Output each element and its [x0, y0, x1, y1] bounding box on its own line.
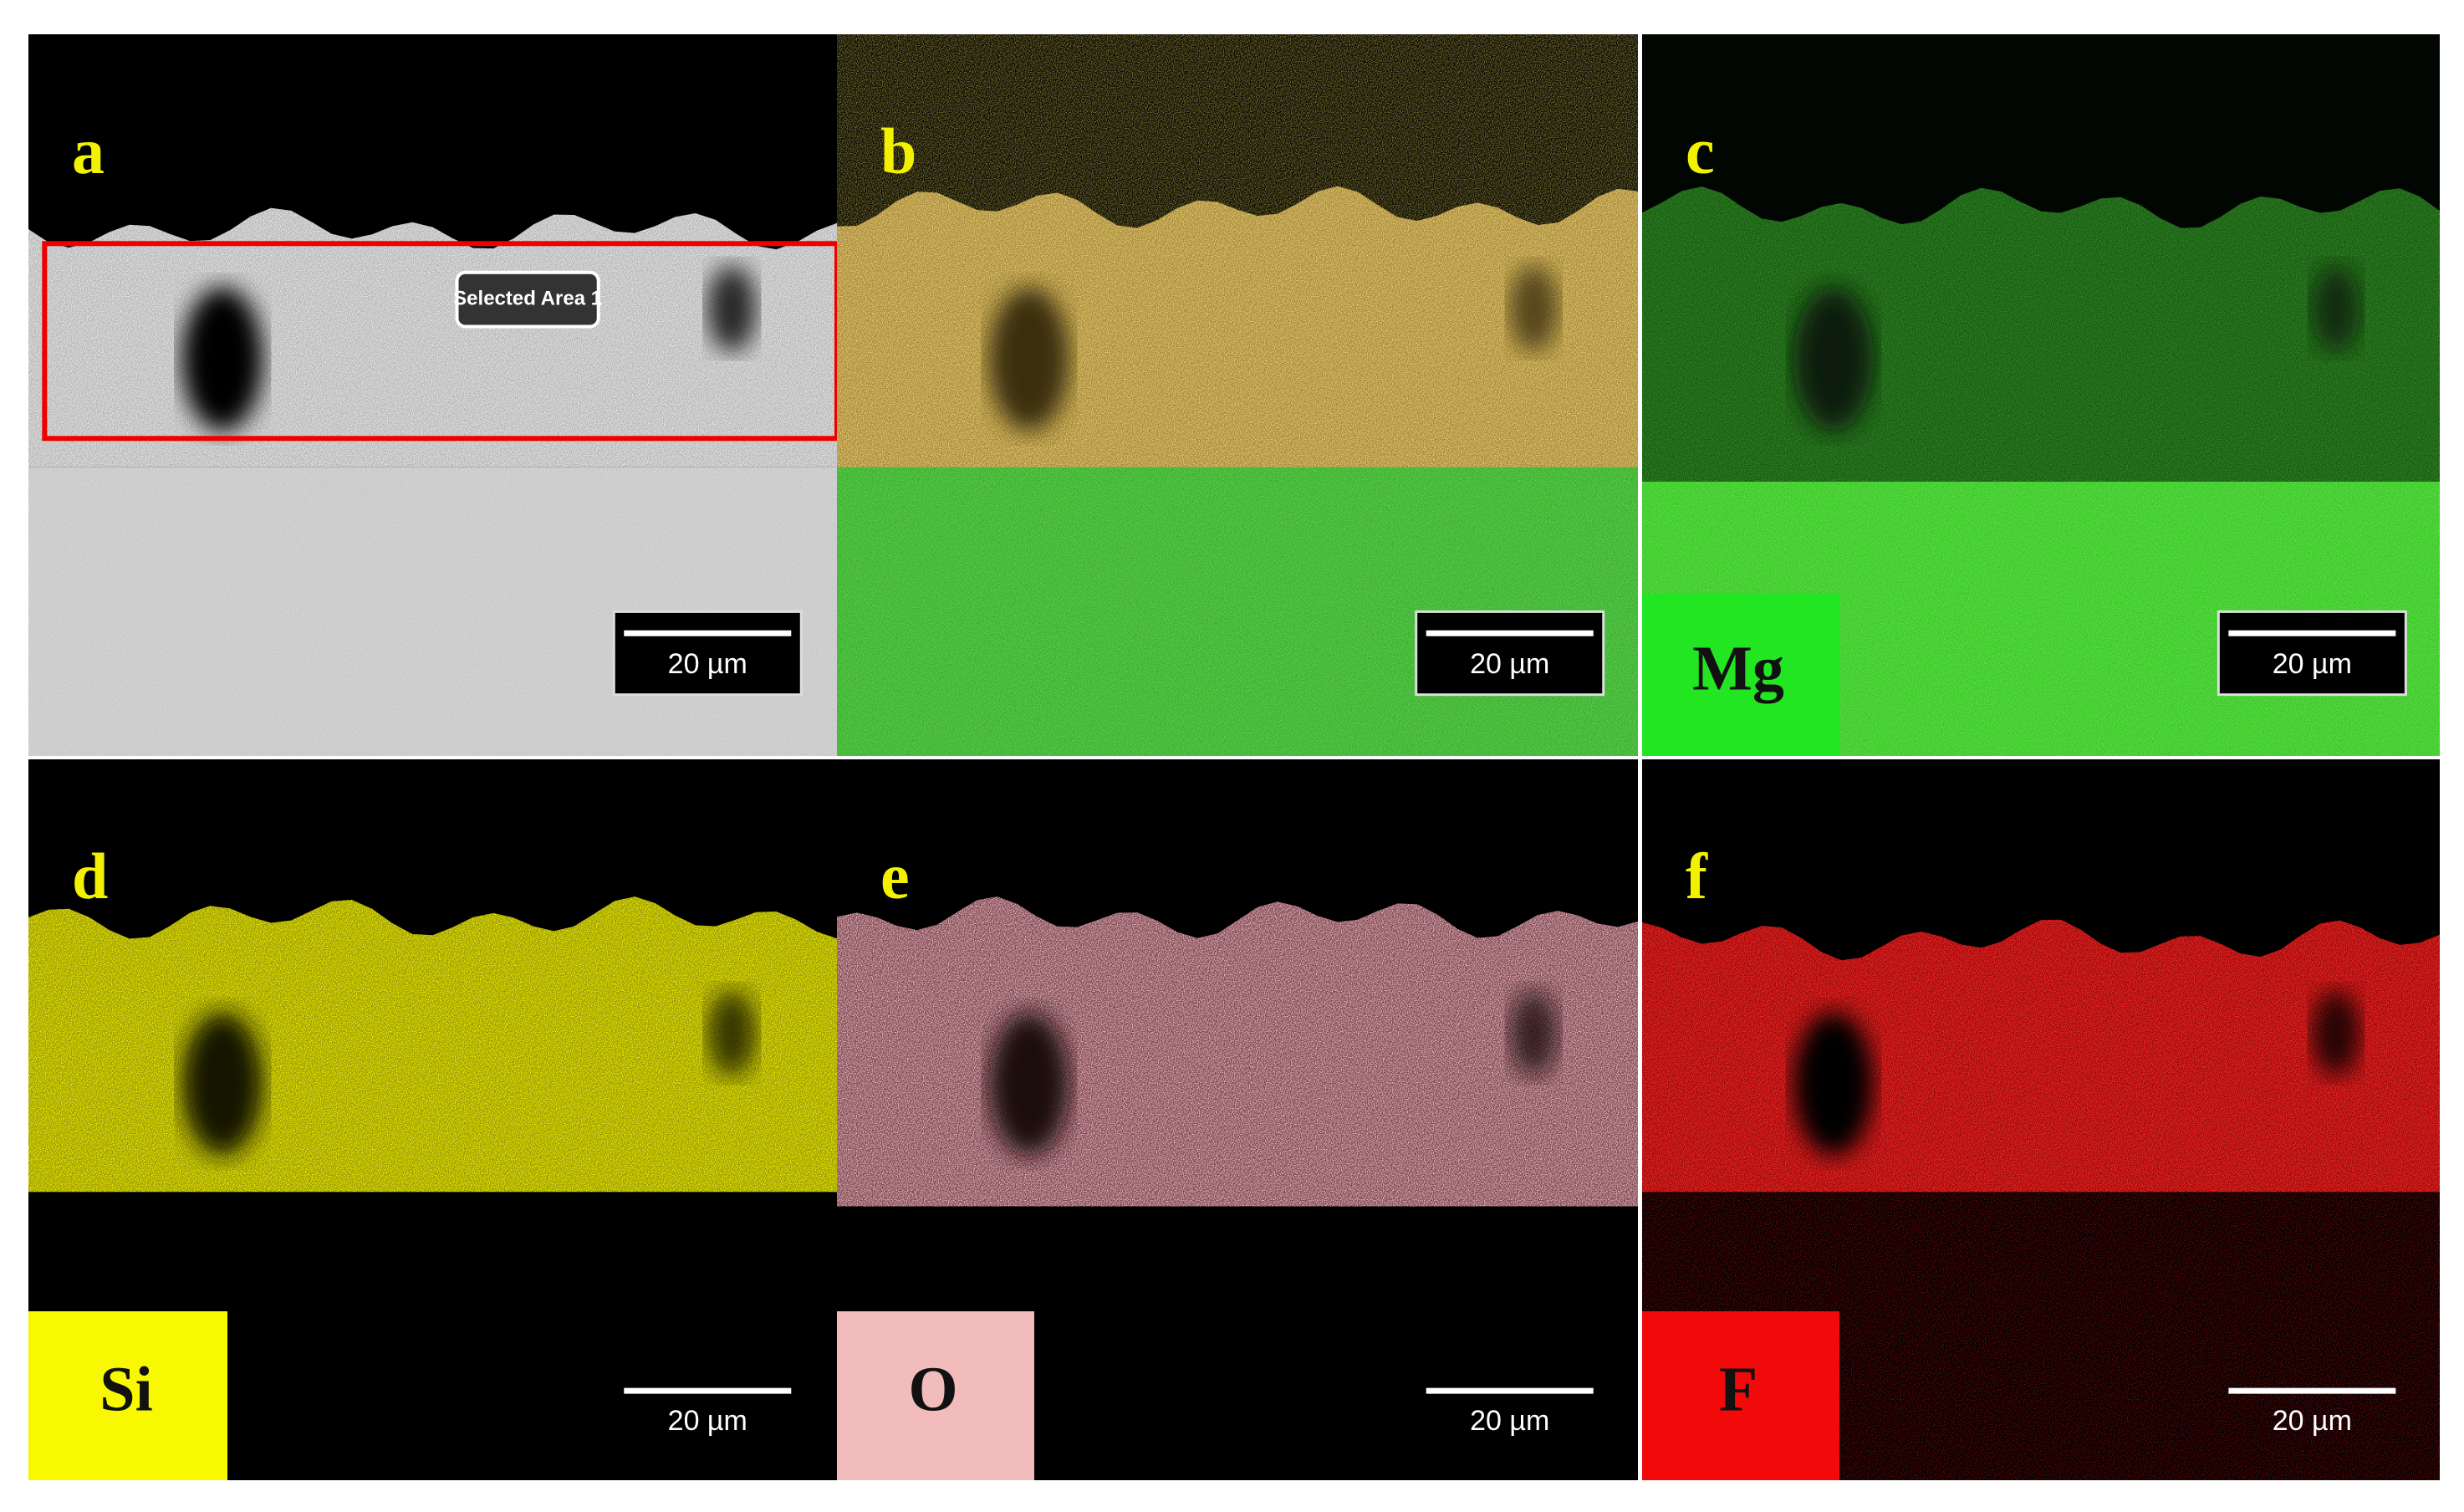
scale-box: [1415, 610, 1605, 697]
scale-text: 20 µm: [668, 648, 747, 680]
panel-label: a: [72, 115, 105, 187]
scale-box: [612, 610, 803, 697]
pore: [1509, 265, 1558, 352]
pore: [2312, 989, 2360, 1077]
panel: e O 20 µm: [837, 759, 1638, 1480]
element-label: Si: [99, 1354, 152, 1424]
pore: [989, 287, 1069, 432]
panel-label: b: [880, 115, 916, 187]
element-label: Mg: [1692, 633, 1784, 703]
scale-text: 20 µm: [668, 1405, 747, 1437]
pore: [1509, 989, 1558, 1077]
scale-text: 20 µm: [2273, 1405, 2352, 1437]
pore: [181, 287, 263, 432]
panel-label: f: [1686, 840, 1708, 912]
element-label: O: [908, 1354, 957, 1424]
panel: c Mg 20 µm: [1642, 34, 2440, 756]
annotation: Selected Area 1: [453, 287, 602, 309]
element-box: [28, 1311, 227, 1480]
annotation-box: [455, 270, 600, 329]
panel-label: e: [880, 840, 910, 912]
scale-text: 20 µm: [1470, 1405, 1549, 1437]
panel-label: d: [72, 840, 108, 912]
scale-box: [2217, 610, 2407, 697]
element-box: [1642, 594, 1839, 756]
panel: f F 20 µm: [1642, 759, 2440, 1480]
pore: [181, 1011, 263, 1157]
panel: d Si 20 µm: [28, 759, 837, 1480]
panel-label: c: [1686, 115, 1715, 187]
element-label: F: [1719, 1354, 1757, 1424]
pore: [1793, 1011, 1874, 1157]
scale-text: 20 µm: [1470, 648, 1549, 680]
panel: Selected Area 1 a 20 µm: [28, 34, 837, 756]
pore: [1793, 287, 1874, 432]
pore: [707, 989, 757, 1077]
scale-text: 20 µm: [2273, 648, 2352, 680]
panel: b 20 µm: [837, 34, 1638, 756]
element-box: [1642, 1311, 1839, 1480]
element-box: [837, 1311, 1034, 1480]
pore: [2312, 265, 2360, 352]
speckle: [837, 445, 1638, 756]
pore: [989, 1011, 1069, 1157]
pore: [707, 265, 757, 352]
